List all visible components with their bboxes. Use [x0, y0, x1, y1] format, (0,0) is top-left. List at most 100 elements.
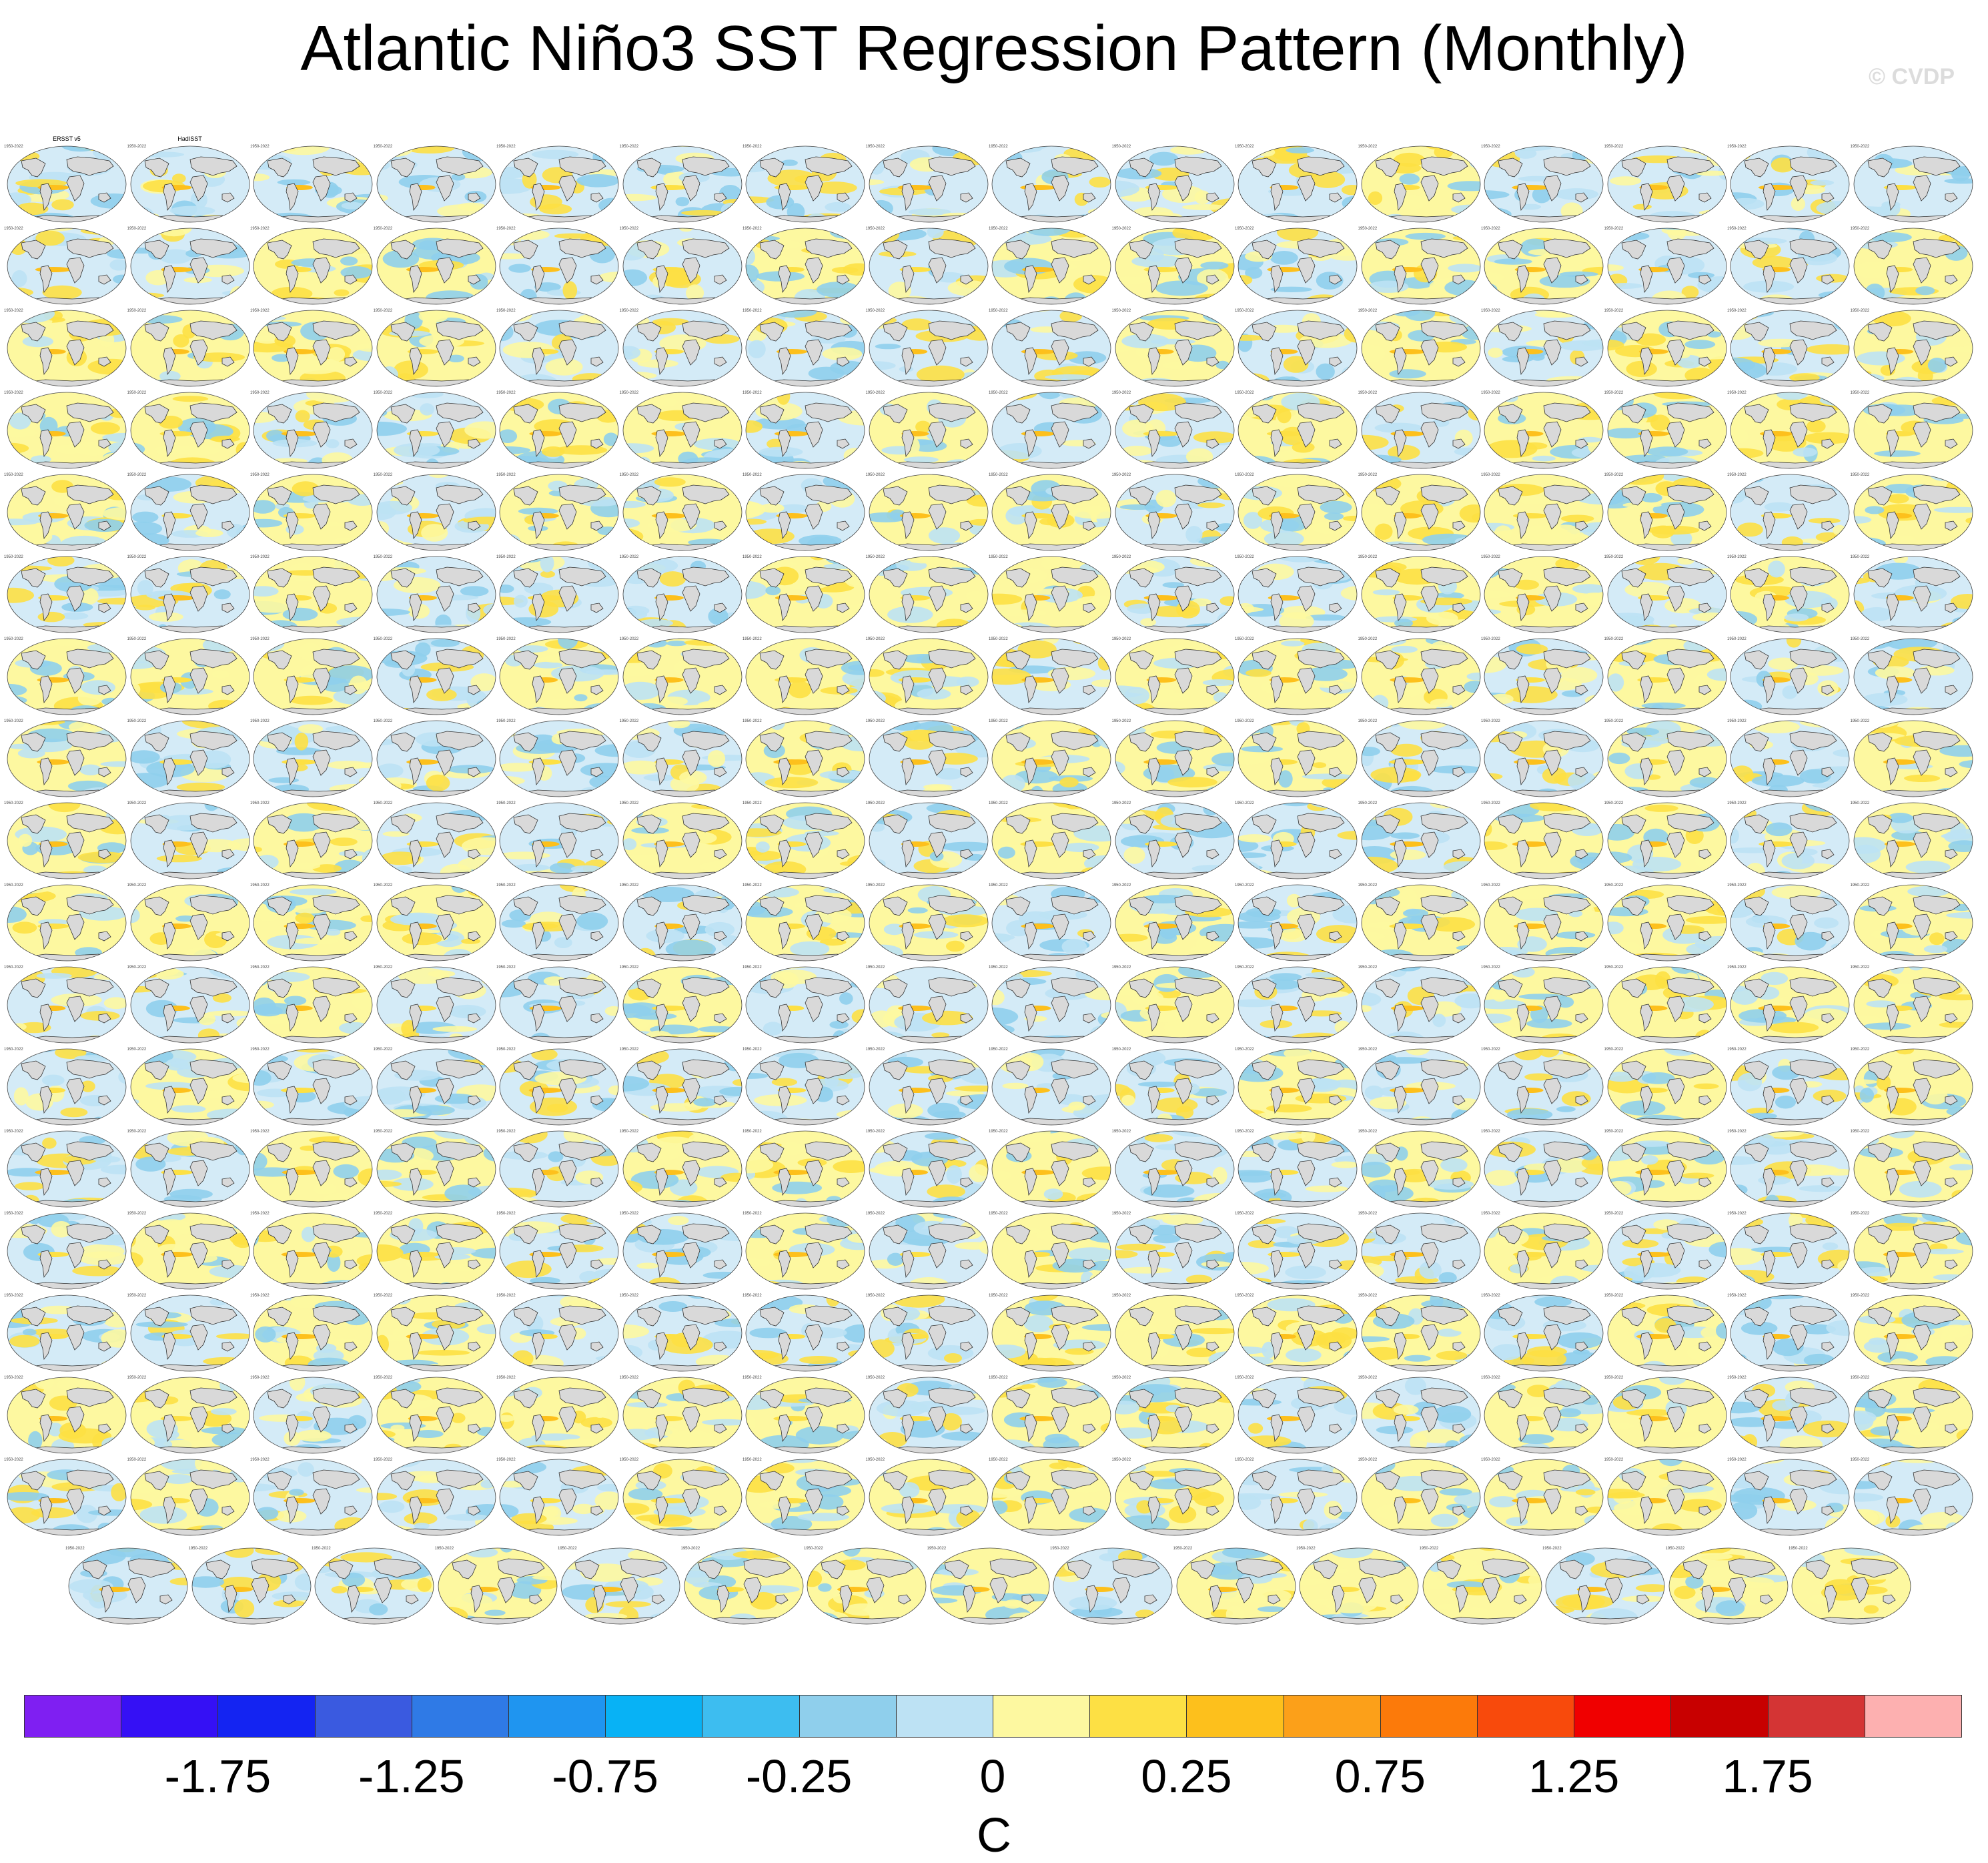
map-panel: 1950-2022	[866, 1046, 990, 1128]
map-panel: 1950-2022	[1481, 1046, 1605, 1128]
map-panel-plot	[1484, 720, 1604, 797]
map-panel-plot	[376, 638, 496, 715]
panel-period-label: 1950-2022	[742, 473, 762, 477]
panel-period-label: 1950-2022	[742, 719, 762, 723]
map-panel-plot	[376, 720, 496, 797]
map-panel: 1950-2022	[1235, 964, 1359, 1046]
map-panel: 1950-2022	[374, 390, 498, 471]
map-panel-plot	[376, 310, 496, 387]
map-panel: 1950-2022	[127, 308, 252, 389]
map-panel: 1950-2022	[4, 1046, 128, 1128]
map-panel: 1950-2022	[1851, 1375, 1975, 1456]
panel-period-label: 1950-2022	[1111, 1376, 1131, 1380]
map-panel-plot	[1853, 392, 1973, 469]
map-panel: 1950-2022	[4, 472, 128, 553]
map-panel: 1950-2022	[1112, 308, 1236, 389]
map-panel-plot	[130, 1212, 250, 1290]
map-panel: 1950-2022	[1851, 882, 1975, 964]
map-panel-plot	[1484, 1212, 1604, 1290]
map-panel: 1950-2022	[620, 882, 744, 964]
panel-period-label: 1950-2022	[1235, 1294, 1254, 1298]
panel-period-label: 1950-2022	[496, 473, 516, 477]
map-panel-plot	[1853, 1377, 1973, 1454]
colorbar-tick-label: 1.75	[1722, 1750, 1813, 1802]
map-panel: 1950-2022	[1358, 636, 1482, 717]
panel-period-label: 1950-2022	[250, 719, 270, 723]
map-panel: 1950-2022	[4, 636, 128, 717]
map-panel-plot	[1361, 884, 1480, 962]
panel-period-label: 1950-2022	[127, 391, 147, 395]
map-panel: 1950-2022	[1358, 1046, 1482, 1128]
panel-period-label: 1950-2022	[1050, 1547, 1069, 1551]
map-panel: 1950-2022	[1235, 1292, 1359, 1374]
map-panel: 1950-2022	[188, 1545, 313, 1627]
panel-period-label: 1950-2022	[1481, 883, 1500, 887]
map-panel-plot	[1607, 966, 1726, 1044]
map-panel: 1950-2022	[1727, 1375, 1851, 1456]
panel-period-label: 1950-2022	[1727, 801, 1747, 805]
map-panel-plot	[1730, 392, 1850, 469]
map-panel: 1950-2022	[250, 1128, 374, 1210]
panel-period-label: 1950-2022	[127, 719, 147, 723]
map-panel-plot	[253, 638, 373, 715]
map-panel-plot	[7, 228, 127, 305]
panel-period-label: 1950-2022	[1604, 1048, 1624, 1052]
map-panel-plot	[1607, 1459, 1726, 1536]
panel-period-label: 1950-2022	[188, 1547, 208, 1551]
map-panel: 1950-2022	[1358, 472, 1482, 553]
map-panel: 1950-2022	[866, 1292, 990, 1374]
panel-period-label: 1950-2022	[127, 637, 147, 641]
panel-period-label: 1950-2022	[742, 801, 762, 805]
panel-period-label: 1950-2022	[1111, 637, 1131, 641]
panel-period-label: 1950-2022	[1604, 1212, 1624, 1216]
map-panel: 1950-2022	[1481, 636, 1605, 717]
map-panel: 1950-2022	[1851, 308, 1975, 389]
map-panel: 1950-2022	[1235, 800, 1359, 881]
map-panel-plot	[869, 228, 988, 305]
panel-period-label: 1950-2022	[250, 555, 270, 559]
map-panel: 1950-2022	[435, 1545, 559, 1627]
panel-period-label: 1950-2022	[1604, 555, 1624, 559]
map-panel: 1950-2022	[620, 964, 744, 1046]
map-panel-plot	[991, 392, 1111, 469]
map-panel-plot	[1237, 638, 1358, 715]
map-panel-plot	[253, 228, 373, 305]
panel-period-label: 1950-2022	[619, 227, 639, 231]
map-panel-plot	[499, 474, 619, 551]
colorbar-box	[605, 1695, 703, 1738]
map-panel-plot	[869, 1294, 988, 1372]
map-panel-plot	[1361, 1048, 1480, 1126]
map-panel: 1950-2022	[1235, 1046, 1359, 1128]
panel-period-label: 1950-2022	[1358, 1130, 1378, 1134]
map-panel-plot	[1607, 1294, 1726, 1372]
panel-period-label: 1950-2022	[1727, 966, 1747, 970]
map-panel-plot	[1484, 884, 1604, 962]
map-panel-plot	[7, 638, 127, 715]
map-panel: 1950-2022	[620, 554, 744, 635]
map-panel-plot	[991, 556, 1111, 633]
map-panel: 1950-2022	[1604, 143, 1728, 225]
map-panel: 1950-2022	[4, 1292, 128, 1374]
panel-period-label: 1950-2022	[127, 555, 147, 559]
panel-period-label: 1950-2022	[680, 1547, 700, 1551]
map-panel-plot	[1361, 1377, 1480, 1454]
panel-period-label: 1950-2022	[250, 1130, 270, 1134]
panel-period-label: 1950-2022	[250, 1294, 270, 1298]
panel-period-label: 1950-2022	[496, 1048, 516, 1052]
map-panel: 1950-2022	[742, 143, 867, 225]
map-panel-plot	[499, 1377, 619, 1454]
map-panel-plot	[7, 474, 127, 551]
map-panel-plot	[745, 1130, 865, 1208]
map-panel: 1950-2022	[496, 1292, 620, 1374]
panel-period-label: 1950-2022	[742, 1458, 762, 1462]
panel-period-label: 1950-2022	[496, 145, 516, 149]
map-panel: 1950-2022	[1604, 1128, 1728, 1210]
panel-period-label: 1950-2022	[1481, 391, 1500, 395]
panel-period-label: 1950-2022	[1604, 637, 1624, 641]
map-panel-plot	[1484, 474, 1604, 551]
panel-period-label: 1950-2022	[250, 966, 270, 970]
map-panel-plot	[499, 638, 619, 715]
map-panel-plot	[1237, 310, 1358, 387]
map-panel: 1950-2022	[496, 800, 620, 881]
map-panel: 1950-2022	[866, 1375, 990, 1456]
